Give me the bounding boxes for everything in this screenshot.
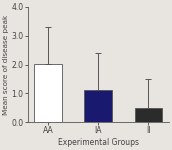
Bar (135, 108, 162, 122)
Y-axis label: Mean score of disease peak: Mean score of disease peak (3, 15, 9, 115)
X-axis label: Experimental Groups: Experimental Groups (58, 138, 139, 147)
Bar (84, 90, 112, 122)
Bar (34, 64, 62, 122)
